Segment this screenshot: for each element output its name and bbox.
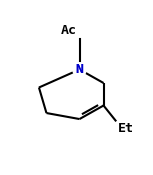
Text: Et: Et [118, 122, 134, 135]
Text: Ac: Ac [61, 24, 77, 37]
Text: N: N [75, 63, 84, 76]
Text: N: N [75, 63, 84, 76]
Circle shape [73, 63, 86, 76]
